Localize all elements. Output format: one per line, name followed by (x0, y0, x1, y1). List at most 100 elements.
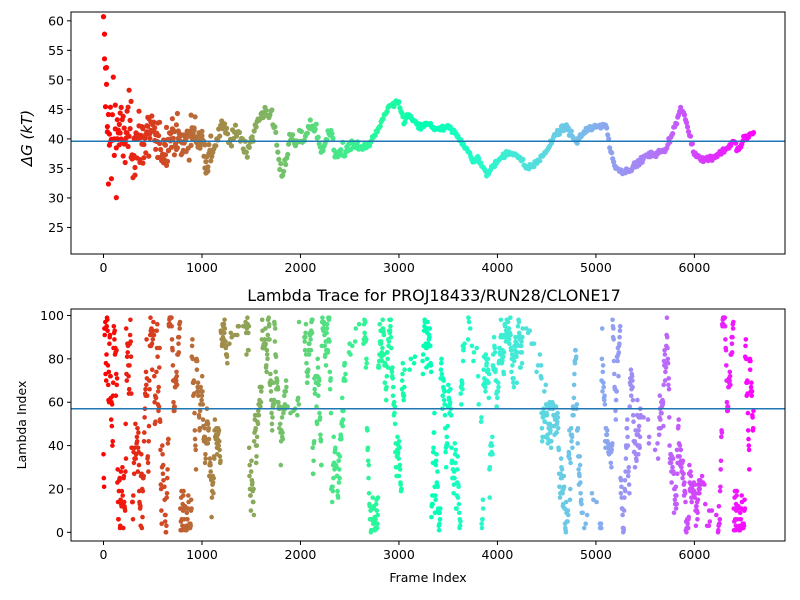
lambda-point (144, 337, 149, 342)
lambda-point (734, 488, 740, 494)
lambda-point (375, 521, 380, 526)
lambda-point (589, 491, 595, 496)
lambda-point (618, 478, 624, 483)
lambda-point (305, 380, 310, 386)
delta-g-point (188, 112, 194, 118)
x-tick-label: 1000 (186, 260, 218, 275)
lambda-point (629, 373, 635, 379)
lambda-point (245, 315, 250, 321)
delta-g-point (165, 148, 172, 154)
delta-g-point (174, 110, 180, 117)
lambda-point (104, 324, 109, 329)
lambda-point (458, 519, 463, 524)
lambda-point (620, 512, 625, 518)
lambda-point (194, 358, 200, 364)
lambda-point (539, 426, 545, 431)
lambda-point (496, 384, 501, 390)
lambda-points (101, 315, 756, 535)
lambda-x-axis-label: Frame Index (389, 570, 466, 585)
lambda-point (719, 430, 725, 435)
lambda-point (216, 428, 222, 433)
delta-g-point (163, 124, 170, 130)
lambda-point (699, 473, 705, 479)
lambda-point (599, 525, 604, 531)
lambda-point (296, 402, 302, 407)
lambda-point (520, 326, 525, 331)
lambda-point (197, 426, 203, 431)
lambda-point (747, 367, 753, 373)
delta-g-point (143, 150, 149, 156)
lambda-point (616, 373, 621, 379)
lambda-point (540, 415, 546, 420)
lambda-point (306, 352, 312, 357)
lambda-point (193, 443, 198, 448)
delta-g-point (273, 129, 279, 135)
y-tick-label: 60 (48, 13, 64, 28)
lambda-point (160, 443, 165, 448)
lambda-point (511, 376, 516, 381)
lambda-point (339, 436, 344, 442)
lambda-point (609, 465, 614, 470)
delta-g-point (124, 108, 130, 114)
lambda-point (482, 384, 488, 390)
delta-g-point (103, 81, 110, 87)
lambda-point (146, 469, 151, 474)
y-tick-label: 60 (48, 395, 64, 410)
lambda-point (267, 382, 273, 388)
lambda-point (571, 395, 577, 401)
delta-g-points (100, 14, 757, 201)
delta-g-point (224, 125, 230, 131)
delta-g-point (244, 154, 250, 160)
lambda-point (506, 326, 512, 331)
lambda-point (667, 415, 672, 420)
delta-g-point (320, 147, 326, 154)
lambda-point (384, 373, 390, 379)
lambda-point (280, 436, 286, 442)
lambda-point (328, 410, 334, 416)
lambda-chart-title: Lambda Trace for PROJ18433/RUN28/CLONE17 (247, 286, 621, 305)
lambda-point (307, 341, 312, 347)
lambda-point (113, 371, 119, 377)
lambda-point (352, 339, 358, 344)
lambda-point (163, 530, 169, 535)
lambda-point (680, 458, 686, 464)
lambda-point (660, 399, 666, 405)
lambda-point (411, 360, 417, 366)
lambda-point (138, 504, 143, 509)
lambda-point (722, 315, 728, 321)
lambda-point (665, 345, 670, 351)
delta-g-point (283, 161, 289, 168)
lambda-point (142, 415, 147, 420)
x-tick-label: 0 (100, 260, 108, 275)
lambda-point (745, 428, 751, 433)
lambda-point (128, 354, 134, 360)
delta-g-point (274, 142, 280, 148)
lambda-point (225, 360, 230, 366)
delta-g-point (391, 103, 397, 110)
delta-g-point (568, 128, 574, 134)
lambda-point (749, 380, 754, 386)
lambda-point (258, 404, 263, 409)
lambda-point (203, 456, 208, 461)
lambda-point (602, 393, 607, 399)
lambda-point (573, 354, 579, 360)
lambda-point (254, 443, 260, 448)
lambda-point (746, 443, 752, 448)
lambda-point (739, 493, 744, 498)
lambda-point (398, 482, 404, 487)
lambda-point (395, 449, 401, 455)
lambda-point (176, 350, 182, 355)
delta-g-point (171, 129, 177, 135)
lambda-point (486, 380, 491, 386)
lambda-point (461, 345, 467, 351)
lambda-point (343, 371, 348, 377)
lambda-panel: Lambda Trace for PROJ18433/RUN28/CLONE17… (14, 286, 786, 585)
lambda-point (637, 434, 643, 440)
lambda-point (191, 378, 197, 383)
lambda-point (173, 378, 179, 383)
lambda-point (734, 493, 739, 498)
lambda-point (236, 324, 242, 329)
lambda-point (131, 471, 137, 477)
lambda-point (625, 473, 631, 479)
